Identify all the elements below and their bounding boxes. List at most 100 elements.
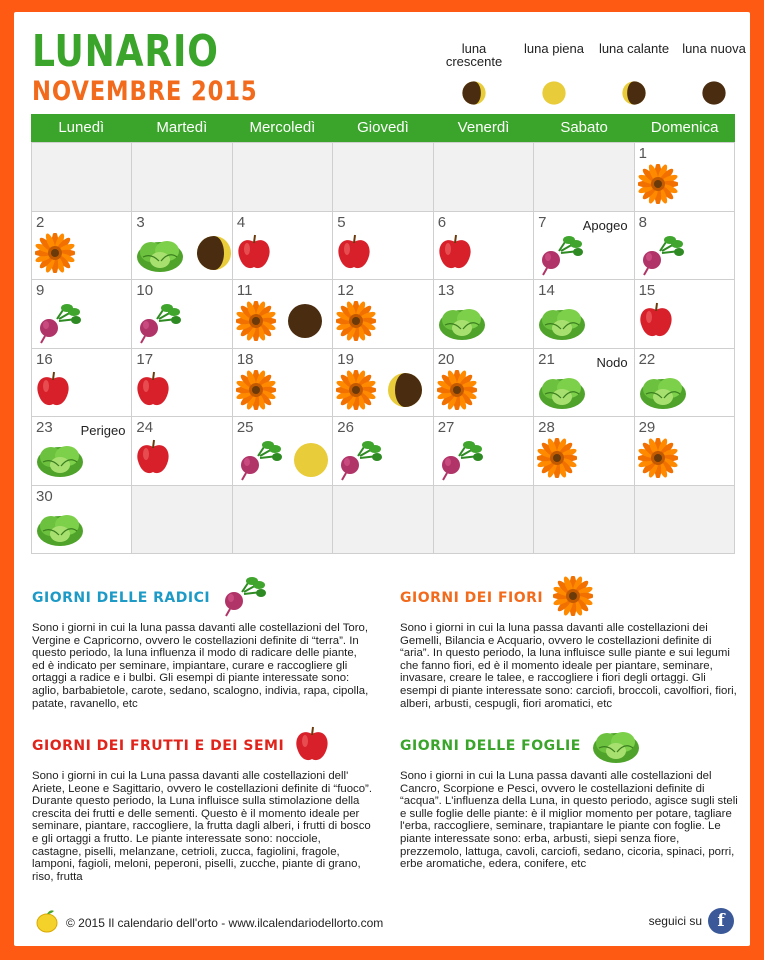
lettuce-icon: [537, 370, 587, 415]
apple-icon: [437, 233, 473, 276]
root-vegetable-icon: [537, 233, 584, 282]
day-number: 9: [36, 282, 45, 299]
day-number: 8: [638, 213, 647, 231]
weekday-header: Lunedì Martedì Mercoledì Giovedì Venerdì Saba…: [31, 114, 735, 142]
calendar-cell-empty: [634, 485, 735, 554]
legend-label: luna piena: [524, 41, 584, 56]
section-frutti: GIORNI DEI FRUTTI E DEI SEMI Sono i gior…: [32, 726, 372, 883]
root-vegetable-icon: [638, 233, 684, 282]
footer: © 2015 Il calendario dell'orto - www.ilc…: [34, 908, 734, 938]
day-number: 11: [236, 282, 253, 299]
day-icons: [638, 301, 674, 344]
weekday-1: Lunedì: [58, 119, 105, 136]
day-number: 22: [638, 350, 656, 368]
flower-icon: [234, 300, 277, 346]
lettuce-icon: [638, 370, 688, 415]
section-title-text: GIORNI DELLE RADICI: [32, 590, 211, 606]
day-icons: [34, 231, 76, 278]
section-body: Sono i giorni in cui la Luna passa davan…: [32, 770, 373, 883]
day-number: 12: [337, 282, 354, 299]
legend-item-calante: luna calante: [594, 42, 674, 111]
day-number: 24: [136, 419, 154, 436]
moon-nuova-icon: [701, 80, 727, 111]
calendar-cell-empty: [232, 143, 334, 212]
section-body: Sono i giorni in cui la Luna passa davan…: [400, 770, 738, 871]
calendar-day-17: 17: [132, 348, 233, 417]
moon-calante-icon: [621, 80, 647, 111]
legend-item-piena: luna piena: [514, 42, 594, 111]
calendar-day-22: 22: [634, 348, 735, 417]
day-icons: [35, 301, 81, 350]
section-title-text: GIORNI DEI FRUTTI E DEI SEMI: [32, 738, 285, 754]
day-icons: [537, 233, 584, 282]
calendar-cell-empty: [333, 143, 434, 212]
legend-label: luna calante: [598, 41, 670, 56]
lettuce-icon: [537, 301, 587, 346]
day-icons: [437, 438, 483, 487]
calendar-day-7: 7 Apogeo: [534, 211, 635, 282]
day-icons: [336, 233, 372, 276]
day-icons: [435, 368, 478, 415]
section-title: GIORNI DELLE RADICI: [32, 577, 372, 618]
calendar-day-21: 21 Nodo: [534, 348, 635, 417]
lettuce-icon: [35, 438, 85, 483]
day-number: 10: [136, 282, 154, 299]
apple-icon: [135, 438, 171, 481]
flower-icon: [335, 368, 378, 415]
day-note: Perigeo: [80, 423, 126, 438]
calendar-day-10: 10: [132, 280, 233, 349]
day-icons: [35, 438, 85, 483]
day-number: 29: [638, 419, 656, 436]
day-icons: [135, 438, 171, 481]
day-note: Nodo: [596, 354, 628, 370]
root-vegetable-icon: [336, 438, 383, 487]
root-vegetable-icon: [35, 301, 81, 350]
moon-piena-icon: [292, 441, 330, 484]
day-number: 25: [236, 419, 254, 436]
flower-icon: [435, 368, 478, 415]
day-number: 7: [538, 213, 547, 231]
day-number: 27: [437, 419, 455, 436]
apple-icon: [35, 370, 71, 413]
lettuce-icon: [135, 233, 185, 278]
flower-icon: [636, 437, 679, 483]
apple-icon: [336, 233, 372, 276]
day-icons: [638, 233, 684, 282]
calendar-day-23: 23 Perigeo: [32, 417, 133, 486]
section-body: Sono i giorni in cui la luna passa davan…: [400, 622, 737, 710]
day-number: 18: [236, 350, 254, 368]
calendar-day-20: 20: [433, 348, 535, 417]
calendar-day-18: 18: [232, 348, 334, 417]
calendar-day-3: 3: [132, 211, 233, 280]
root-icon: [220, 574, 267, 622]
calendar-cell-empty: [433, 143, 535, 212]
flower-icon: [536, 437, 579, 483]
follow-us[interactable]: seguici su f: [649, 908, 734, 934]
flower-icon: [234, 368, 277, 415]
copyright-text: © 2015 Il calendario dell'orto - www.ilc…: [66, 916, 384, 930]
calendar-page: LUNARIO NOVEMBRE 2015 luna crescente luna…: [14, 12, 750, 946]
day-icons: [335, 300, 378, 346]
day-icons: [336, 438, 383, 487]
apple-icon: [236, 233, 272, 276]
root-vegetable-icon: [437, 438, 483, 487]
calendar-day-27: 27: [433, 417, 535, 487]
moon-crescente-icon: [195, 234, 233, 277]
day-number: 5: [337, 213, 346, 231]
moon-piena-icon: [541, 80, 567, 111]
day-icons: [135, 370, 171, 413]
calendar-day-9: 9: [32, 280, 133, 350]
weekday-3: Mercoledì: [249, 119, 316, 136]
moon-legend: luna crescente luna piena luna calante luna…: [434, 42, 754, 111]
day-icons: [636, 437, 679, 483]
legend-label: luna nuova: [682, 41, 746, 56]
section-fiori: GIORNI DEI FIORI Sono i giorni in cui la…: [400, 575, 740, 710]
weekday-4: Giovedì: [357, 119, 409, 136]
facebook-icon[interactable]: f: [708, 908, 734, 934]
calendar-cell-empty: [333, 485, 434, 554]
moon-nuova-icon: [286, 302, 324, 345]
calendar-cell-empty: [132, 485, 233, 554]
page-title: LUNARIO: [32, 26, 219, 77]
section-title: GIORNI DELLE FOGLIE: [400, 726, 740, 766]
apple-icon: [638, 301, 674, 344]
